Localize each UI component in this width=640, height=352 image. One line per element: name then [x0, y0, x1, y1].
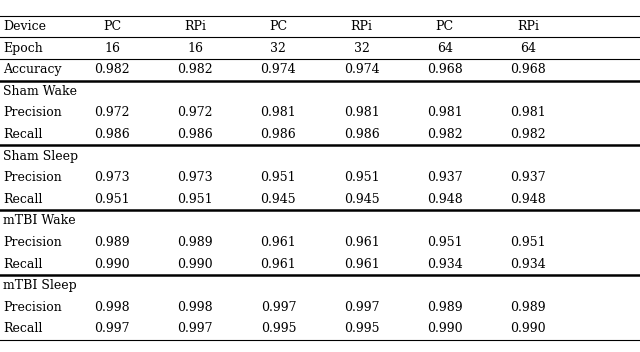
Text: 0.945: 0.945 — [260, 193, 296, 206]
Text: 0.981: 0.981 — [427, 107, 463, 119]
Text: 16: 16 — [187, 42, 204, 55]
Text: 0.968: 0.968 — [427, 63, 463, 76]
Text: 0.989: 0.989 — [177, 236, 213, 249]
Text: 0.951: 0.951 — [260, 171, 296, 184]
Text: 0.972: 0.972 — [177, 107, 213, 119]
Text: 0.974: 0.974 — [344, 63, 380, 76]
Text: Precision: Precision — [3, 171, 62, 184]
Text: 32: 32 — [271, 42, 286, 55]
Text: 0.951: 0.951 — [510, 236, 546, 249]
Text: RPi: RPi — [351, 20, 372, 33]
Text: 0.990: 0.990 — [177, 258, 213, 271]
Text: 0.989: 0.989 — [427, 301, 463, 314]
Text: 0.995: 0.995 — [344, 322, 380, 335]
Text: 0.989: 0.989 — [510, 301, 546, 314]
Text: mTBI Sleep: mTBI Sleep — [3, 279, 77, 292]
Text: 16: 16 — [104, 42, 120, 55]
Text: 0.968: 0.968 — [510, 63, 546, 76]
Text: Recall: Recall — [3, 322, 43, 335]
Text: 0.981: 0.981 — [260, 107, 296, 119]
Text: 0.972: 0.972 — [94, 107, 130, 119]
Text: 0.951: 0.951 — [344, 171, 380, 184]
Text: 0.961: 0.961 — [260, 236, 296, 249]
Text: Device: Device — [3, 20, 46, 33]
Text: Epoch: Epoch — [3, 42, 43, 55]
Text: 0.981: 0.981 — [344, 107, 380, 119]
Text: 0.982: 0.982 — [427, 128, 463, 141]
Text: 0.990: 0.990 — [510, 322, 546, 335]
Text: 0.990: 0.990 — [427, 322, 463, 335]
Text: 0.961: 0.961 — [260, 258, 296, 271]
Text: 0.948: 0.948 — [510, 193, 546, 206]
Text: 0.989: 0.989 — [94, 236, 130, 249]
Text: 0.974: 0.974 — [260, 63, 296, 76]
Text: Recall: Recall — [3, 258, 43, 271]
Text: 0.998: 0.998 — [177, 301, 213, 314]
Text: 64: 64 — [436, 42, 453, 55]
Text: 0.981: 0.981 — [510, 107, 546, 119]
Text: RPi: RPi — [517, 20, 539, 33]
Text: 0.986: 0.986 — [177, 128, 213, 141]
Text: PC: PC — [436, 20, 454, 33]
Text: 0.973: 0.973 — [94, 171, 130, 184]
Text: 0.973: 0.973 — [177, 171, 213, 184]
Text: 0.945: 0.945 — [344, 193, 380, 206]
Text: 0.997: 0.997 — [94, 322, 130, 335]
Text: 0.982: 0.982 — [177, 63, 213, 76]
Text: mTBI Wake: mTBI Wake — [3, 214, 76, 227]
Text: Accuracy: Accuracy — [3, 63, 62, 76]
Text: 0.982: 0.982 — [510, 128, 546, 141]
Text: 0.937: 0.937 — [427, 171, 463, 184]
Text: Recall: Recall — [3, 128, 43, 141]
Text: 0.997: 0.997 — [177, 322, 213, 335]
Text: 0.997: 0.997 — [344, 301, 380, 314]
Text: 0.961: 0.961 — [344, 258, 380, 271]
Text: 64: 64 — [520, 42, 536, 55]
Text: 0.948: 0.948 — [427, 193, 463, 206]
Text: 0.990: 0.990 — [94, 258, 130, 271]
Text: Precision: Precision — [3, 107, 62, 119]
Text: 0.986: 0.986 — [94, 128, 130, 141]
Text: PC: PC — [103, 20, 121, 33]
Text: Precision: Precision — [3, 301, 62, 314]
Text: 0.995: 0.995 — [260, 322, 296, 335]
Text: Sham Wake: Sham Wake — [3, 85, 77, 98]
Text: 0.982: 0.982 — [94, 63, 130, 76]
Text: Recall: Recall — [3, 193, 43, 206]
Text: 0.986: 0.986 — [260, 128, 296, 141]
Text: 0.937: 0.937 — [510, 171, 546, 184]
Text: 0.934: 0.934 — [510, 258, 546, 271]
Text: RPi: RPi — [184, 20, 206, 33]
Text: 0.951: 0.951 — [94, 193, 130, 206]
Text: PC: PC — [269, 20, 287, 33]
Text: Precision: Precision — [3, 236, 62, 249]
Text: 0.997: 0.997 — [260, 301, 296, 314]
Text: 0.951: 0.951 — [427, 236, 463, 249]
Text: 32: 32 — [354, 42, 369, 55]
Text: 0.998: 0.998 — [94, 301, 130, 314]
Text: Sham Sleep: Sham Sleep — [3, 150, 78, 163]
Text: 0.961: 0.961 — [344, 236, 380, 249]
Text: 0.951: 0.951 — [177, 193, 213, 206]
Text: 0.986: 0.986 — [344, 128, 380, 141]
Text: 0.934: 0.934 — [427, 258, 463, 271]
